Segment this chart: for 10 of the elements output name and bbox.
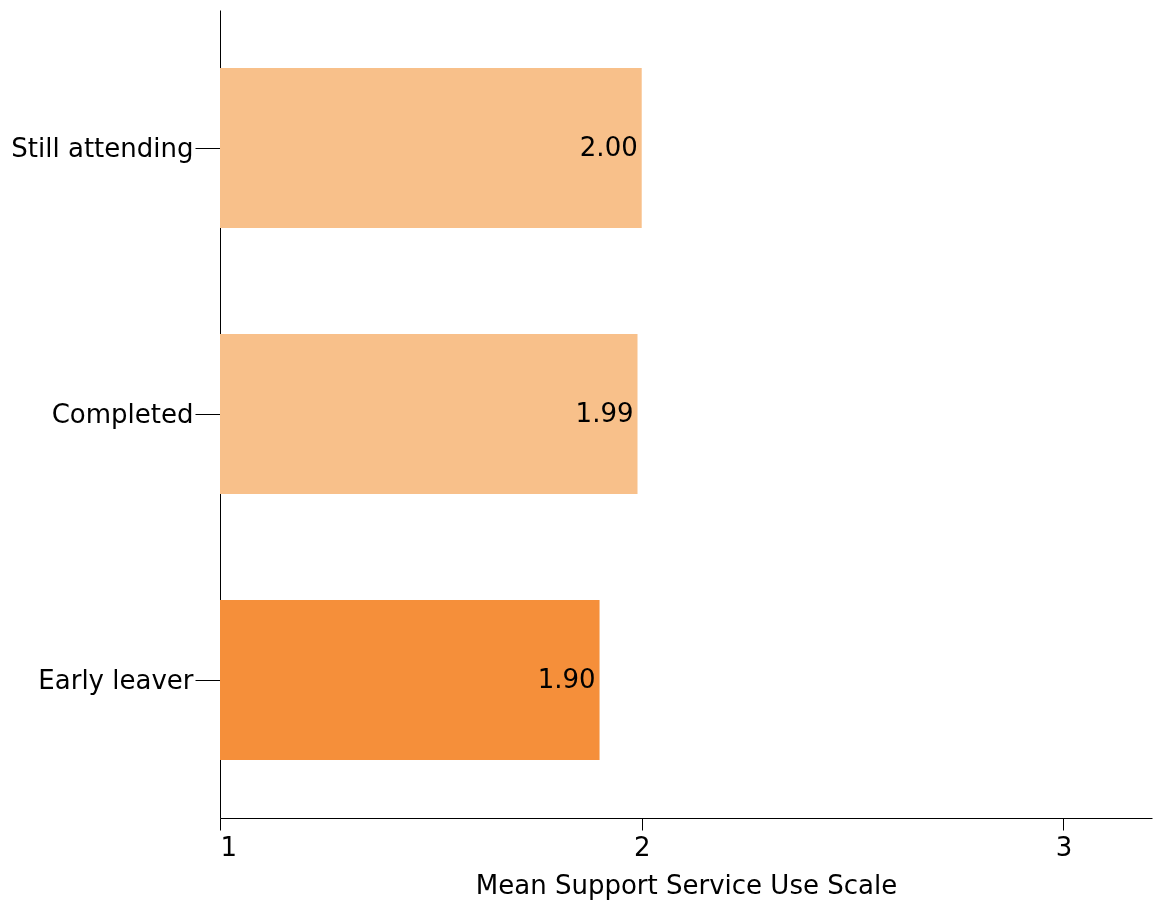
y-tick-label: Early leaver [38, 664, 194, 695]
data-label: 2.00 [579, 132, 638, 162]
y-tick-label: Still attending [11, 132, 194, 163]
data-label: 1.90 [537, 664, 596, 694]
x-axis-title: Mean Support Service Use Scale [475, 869, 898, 900]
x-tick-label: 2 [633, 831, 651, 862]
y-tick-label: Completed [51, 398, 194, 429]
x-tick-label: 3 [1055, 831, 1073, 862]
x-tick-label: 1 [220, 831, 238, 862]
data-label: 1.99 [575, 398, 634, 428]
